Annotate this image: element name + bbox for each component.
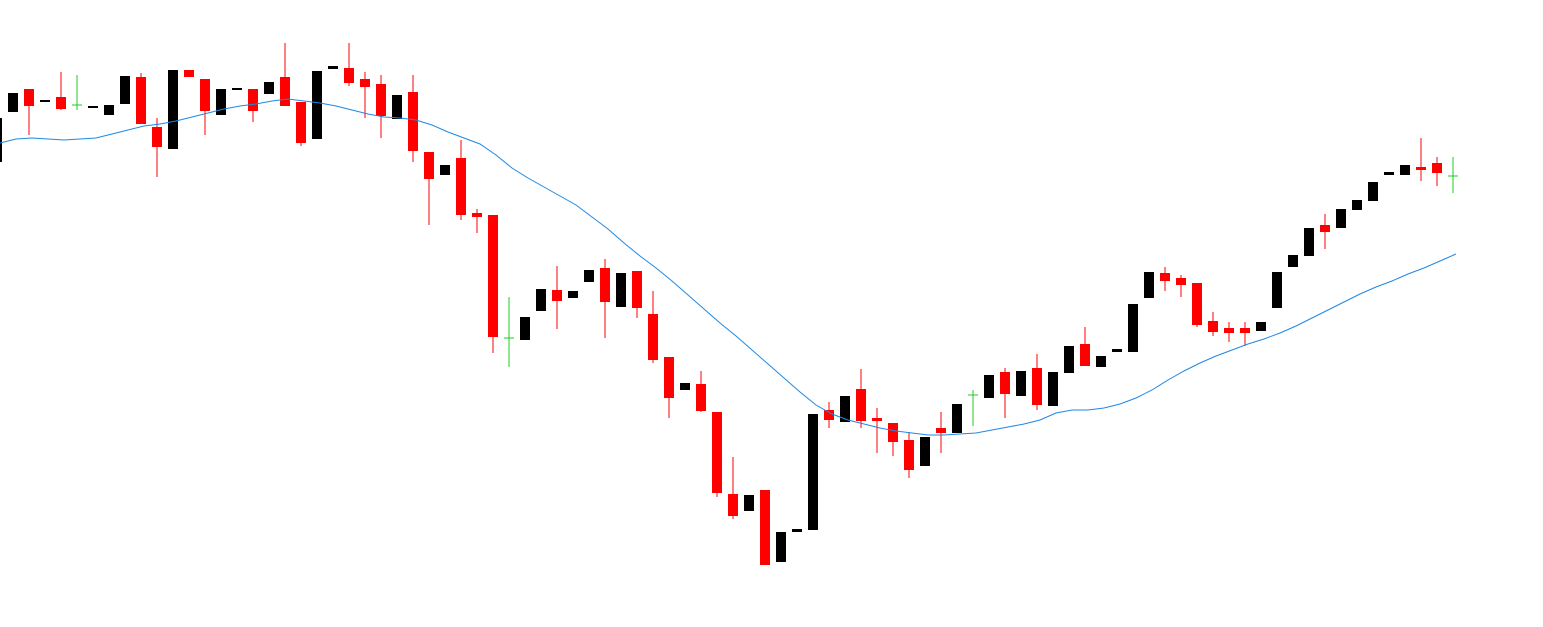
- body: [776, 532, 786, 562]
- body: [696, 384, 706, 411]
- body: [1288, 255, 1298, 267]
- body: [1128, 304, 1138, 352]
- body: [936, 428, 946, 433]
- body: [456, 158, 466, 215]
- body: [856, 389, 866, 421]
- body: [1320, 225, 1330, 232]
- body: [1112, 349, 1122, 352]
- body: [1192, 283, 1202, 325]
- body: [648, 314, 658, 360]
- body: [888, 423, 898, 442]
- body: [808, 414, 818, 530]
- body: [1032, 368, 1042, 405]
- body: [376, 84, 386, 116]
- body: [344, 68, 354, 83]
- body: [616, 273, 626, 307]
- body: [1080, 344, 1090, 366]
- body: [8, 93, 18, 112]
- body: [1048, 372, 1058, 406]
- body: [1144, 272, 1154, 298]
- body: [1416, 167, 1426, 170]
- body: [1432, 163, 1442, 173]
- body: [1000, 372, 1010, 394]
- body: [1208, 321, 1218, 332]
- body: [392, 95, 402, 119]
- body: [1256, 322, 1266, 331]
- body: [1368, 182, 1378, 201]
- body: [1272, 272, 1282, 308]
- body: [872, 418, 882, 421]
- body: [584, 270, 594, 282]
- body: [152, 127, 162, 147]
- body: [488, 215, 498, 337]
- body: [56, 97, 66, 109]
- body: [1016, 371, 1026, 396]
- body: [168, 70, 178, 149]
- body: [328, 66, 338, 69]
- body: [600, 268, 610, 302]
- body: [1352, 200, 1362, 210]
- body: [1336, 209, 1346, 228]
- body: [1096, 356, 1106, 367]
- body: [712, 412, 722, 493]
- body: [1224, 328, 1234, 333]
- body: [1304, 228, 1314, 256]
- body: [136, 77, 146, 124]
- body: [0, 118, 2, 162]
- body: [984, 375, 994, 398]
- body: [248, 89, 258, 111]
- body: [312, 71, 322, 139]
- body: [1400, 165, 1410, 175]
- body: [632, 271, 642, 308]
- body: [296, 102, 306, 143]
- body: [232, 88, 242, 90]
- body: [104, 105, 114, 115]
- body: [216, 89, 226, 115]
- body: [536, 289, 546, 311]
- body: [24, 89, 34, 106]
- body: [952, 404, 962, 433]
- body: [88, 106, 98, 108]
- body: [744, 495, 754, 511]
- moving-average: [0, 98, 1457, 436]
- body: [472, 213, 482, 217]
- body: [728, 494, 738, 516]
- body: [424, 152, 434, 179]
- body: [520, 317, 530, 340]
- body: [792, 529, 802, 532]
- body: [264, 82, 274, 94]
- body: [824, 410, 834, 420]
- body: [440, 165, 450, 175]
- body: [280, 77, 290, 106]
- body: [40, 100, 50, 102]
- body: [664, 357, 674, 398]
- body: [840, 396, 850, 422]
- body: [1176, 278, 1186, 285]
- body: [920, 437, 930, 466]
- body: [760, 490, 770, 565]
- body: [184, 70, 194, 77]
- body: [120, 76, 130, 104]
- body: [360, 79, 370, 87]
- body: [1064, 346, 1074, 373]
- body: [1384, 172, 1394, 175]
- body: [1160, 273, 1170, 281]
- body: [1240, 328, 1250, 333]
- body: [408, 92, 418, 151]
- body: [904, 440, 914, 470]
- body: [568, 291, 578, 298]
- body: [200, 79, 210, 111]
- body: [680, 383, 690, 390]
- body: [552, 290, 562, 301]
